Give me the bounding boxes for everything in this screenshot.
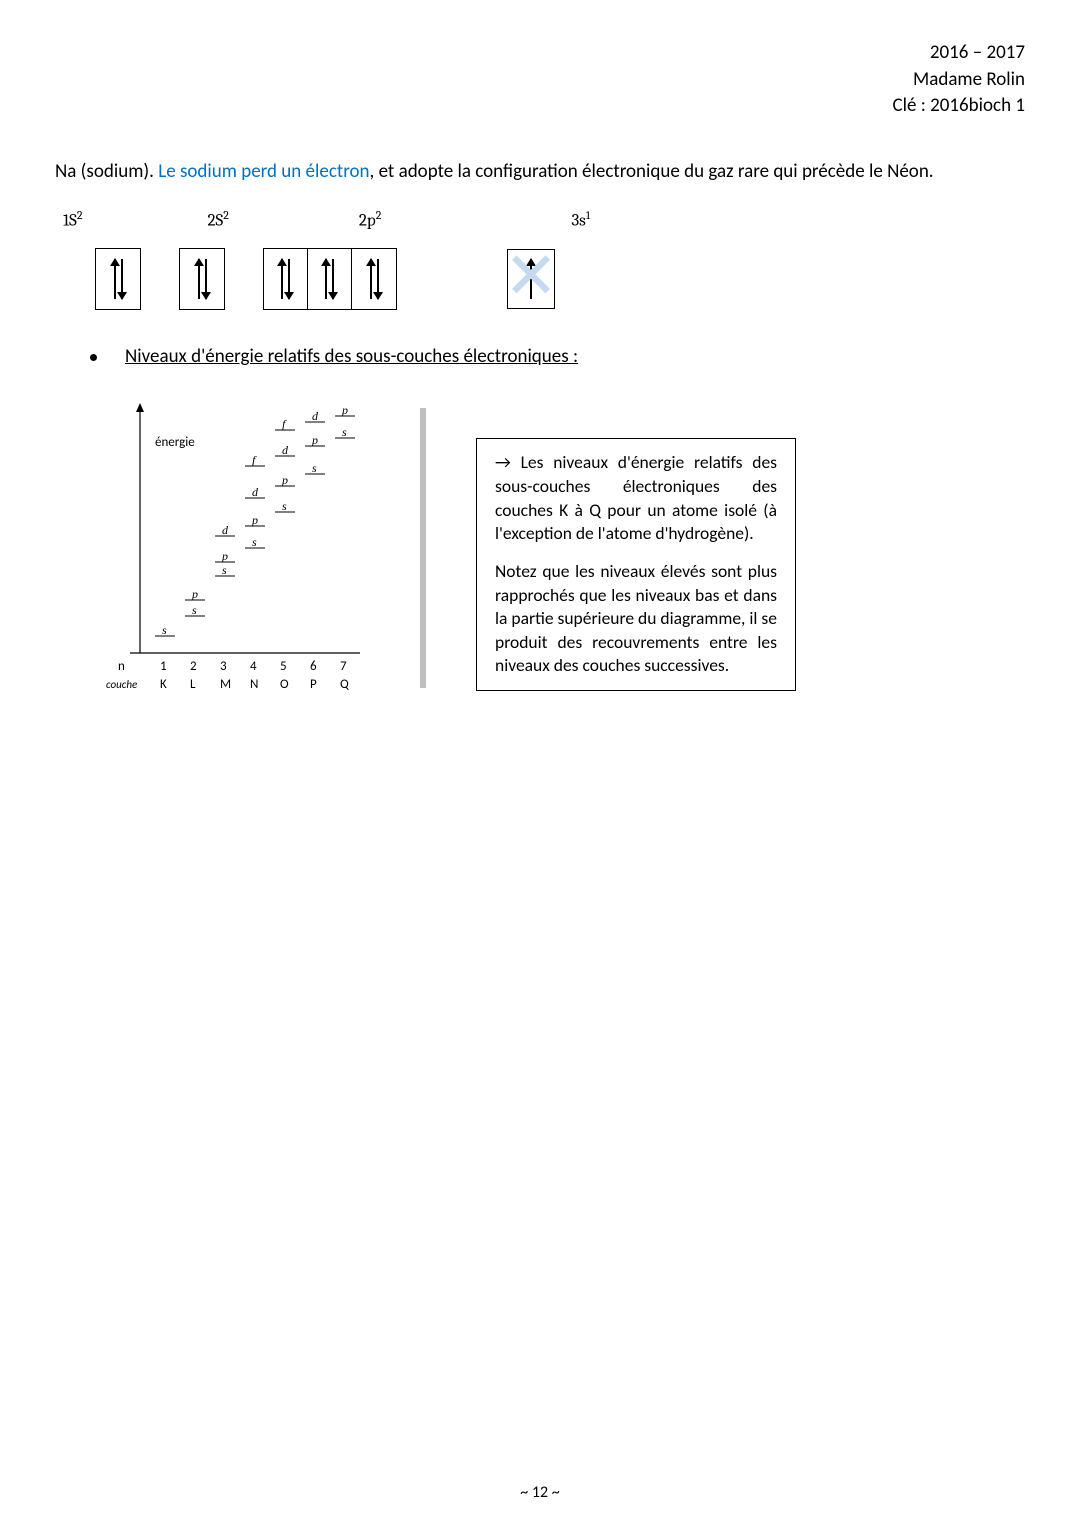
orbital-cell [352,249,396,309]
arrow-up-icon [325,259,327,299]
svg-text:d: d [222,523,229,537]
arrow-up-icon [281,259,283,299]
separator-bar [420,408,426,688]
svg-text:P: P [310,677,317,692]
svg-text:p: p [311,433,318,447]
bullet-item: Niveaux d'énergie relatifs des sous-couc… [90,345,1025,368]
cross-icon: ✕ [504,244,558,309]
svg-text:d: d [252,485,259,499]
energy-diagram: énergie sspspdspdfspdfspdsp n1234567couc… [100,398,370,698]
intro-prefix: Na (sodium). [55,160,158,183]
arrow-up-icon [198,259,200,299]
svg-text:M: M [220,677,231,692]
svg-text:s: s [162,623,167,637]
orbital-boxes-row: ✕ [55,248,1025,310]
svg-text:s: s [282,499,287,513]
svg-text:3: 3 [220,659,227,674]
svg-text:L: L [190,677,196,692]
bullet-text: Niveaux d'énergie relatifs des sous-couc… [125,345,578,368]
svg-text:s: s [312,461,317,475]
svg-text:2: 2 [190,659,197,674]
svg-text:Q: Q [340,677,349,692]
energy-diagram-svg: énergie sspspdspdfspdfspdsp n1234567couc… [100,398,370,698]
svg-text:6: 6 [310,659,317,674]
svg-text:s: s [192,603,197,617]
svg-text:s: s [342,425,347,439]
bullet-icon [90,354,97,361]
header-teacher: Madame Rolin [55,67,1025,94]
svg-text:p: p [221,549,228,563]
info-p2: Notez que les niveaux élevés sont plus r… [495,560,777,678]
svg-text:K: K [160,677,167,692]
svg-text:f: f [282,417,287,431]
diagram-section: énergie sspspdspdfspdfspdsp n1234567couc… [100,398,1025,698]
orbital-cell [264,249,308,309]
svg-text:s: s [222,563,227,577]
orbital-cell [308,249,352,309]
svg-text:N: N [250,677,258,692]
arrow-up-icon [370,259,372,299]
svg-text:p: p [341,403,348,417]
svg-text:d: d [312,409,319,423]
svg-text:p: p [281,473,288,487]
svg-text:p: p [191,587,198,601]
arrow-down-icon [377,259,379,299]
energy-axis-label: énergie [155,435,195,450]
info-p1: → Les niveaux d'énergie relatifs des sou… [495,451,777,546]
svg-text:f: f [252,453,257,467]
svg-text:n: n [118,659,125,674]
arrow-down-icon [332,259,334,299]
orbital-box-2s [179,248,225,310]
svg-text:d: d [282,443,289,457]
orbital-cell [180,249,224,309]
header-key: Clé : 2016bioch 1 [55,93,1025,120]
arrow-up-icon [114,259,116,299]
arrow-down-icon [205,259,207,299]
page-number: ~ 12 ~ [0,1483,1080,1502]
intro-suffix: , et adopte la configuration électroniqu… [370,160,934,183]
svg-text:1: 1 [160,659,167,674]
header-year: 2016 – 2017 [55,40,1025,67]
orbital-label: 2p2 [359,208,382,231]
arrow-down-icon [121,259,123,299]
svg-text:couche: couche [106,678,137,691]
svg-text:O: O [280,677,289,692]
orbital-cell [96,249,140,309]
svg-text:p: p [251,513,258,527]
orbital-labels-row: 1S2 2S2 2p2 3s1 [55,208,1025,231]
orbital-label: 1S2 [63,208,82,231]
svg-text:4: 4 [250,659,257,674]
intro-blue: Le sodium perd un électron [158,160,369,183]
orbital-label: 2S2 [207,208,228,231]
info-box: → Les niveaux d'énergie relatifs des sou… [476,438,796,691]
orbital-box-3s-crossed: ✕ [507,249,555,309]
svg-text:7: 7 [340,659,347,674]
svg-text:5: 5 [280,659,287,674]
intro-paragraph: Na (sodium). Le sodium perd un électron,… [55,160,1025,183]
svg-text:s: s [252,535,257,549]
orbital-box-1s [95,248,141,310]
arrow-down-icon [288,259,290,299]
orbital-box-2p [263,248,397,310]
page-header: 2016 – 2017 Madame Rolin Clé : 2016bioch… [55,40,1025,120]
orbital-label: 3s1 [571,208,590,231]
